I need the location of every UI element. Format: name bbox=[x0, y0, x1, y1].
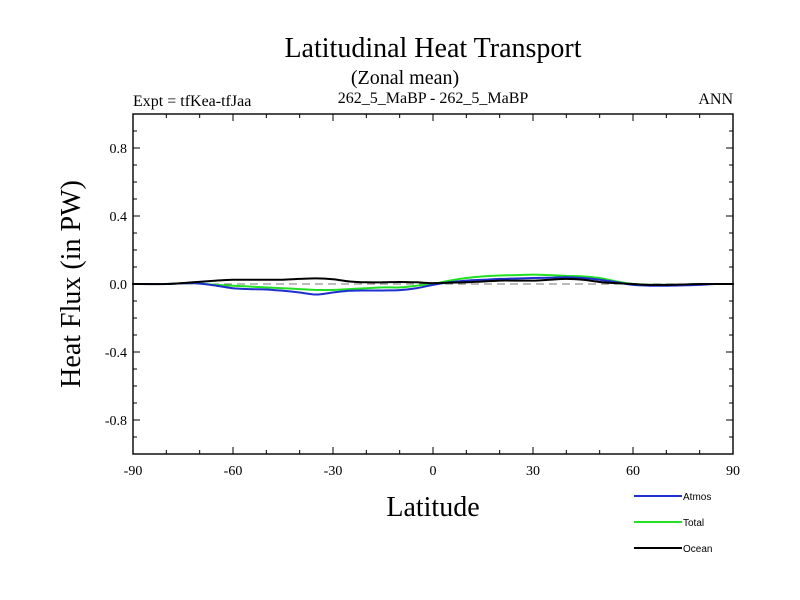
x-tick-label: -90 bbox=[124, 464, 143, 479]
legend-label-total: Total bbox=[683, 518, 704, 529]
x-tick-label: 90 bbox=[726, 464, 740, 479]
y-tick-label: 0.0 bbox=[110, 278, 128, 293]
chart-title: Latitudinal Heat Transport bbox=[284, 33, 581, 64]
season-label: ANN bbox=[698, 91, 733, 108]
ticks-layer: -90 -60 -30 0 30 60 90 -0.8 -0.4 0.0 0.4 0.8 bbox=[105, 114, 740, 479]
x-tick-label: -60 bbox=[224, 464, 243, 479]
series-line-ocean bbox=[132, 277, 734, 286]
chart-subtitle: (Zonal mean) bbox=[351, 67, 459, 89]
y-tick-label: -0.8 bbox=[105, 414, 127, 429]
y-tick-label: 0.8 bbox=[110, 142, 128, 157]
x-tick-label: 60 bbox=[626, 464, 640, 479]
x-tick-label: 30 bbox=[526, 464, 540, 479]
x-tick-label: 0 bbox=[430, 464, 437, 479]
legend: Atmos Total Ocean bbox=[634, 492, 712, 555]
x-tick-label: -30 bbox=[324, 464, 343, 479]
plot-frame bbox=[132, 113, 734, 455]
experiment-label: Expt = tfKea-tfJaa bbox=[133, 93, 251, 110]
y-tick-label: 0.4 bbox=[110, 210, 128, 225]
y-axis-label: Heat Flux (in PW) bbox=[56, 180, 87, 388]
y-tick-label: -0.4 bbox=[105, 346, 127, 361]
legend-label-atmos: Atmos bbox=[683, 492, 711, 503]
legend-label-ocean: Ocean bbox=[683, 544, 712, 555]
case-label: 262_5_MaBP - 262_5_MaBP bbox=[338, 90, 529, 107]
x-axis-label: Latitude bbox=[386, 492, 479, 523]
series-layer bbox=[132, 273, 734, 296]
